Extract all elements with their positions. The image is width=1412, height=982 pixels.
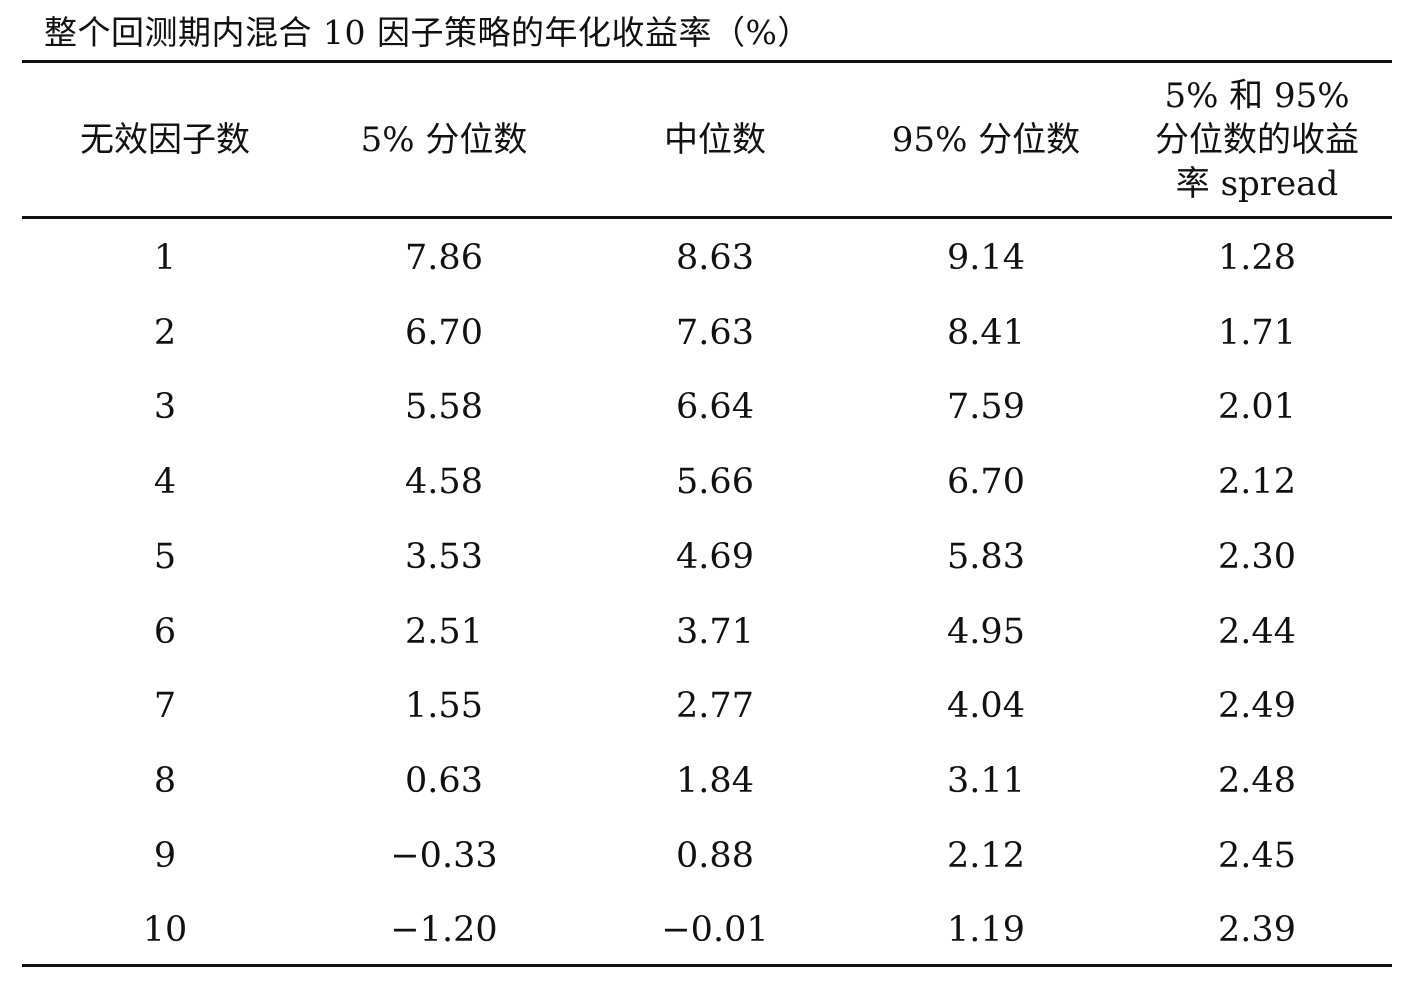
cell-quantile-95pct: 3.11 [947,760,1025,801]
header-spread-line-3: 率 spread [1175,163,1339,204]
cell-quantile-5pct: 1.55 [405,686,483,727]
cell-spread: 2.45 [1218,835,1296,876]
header-95pct-quantile: 95% 分位数 [891,119,1081,160]
cell-median: 7.63 [676,312,754,353]
cell-median: 8.63 [676,238,754,278]
cell-quantile-95pct: 7.59 [947,387,1025,428]
header-invalid-factor-count: 无效因子数 [80,119,250,160]
cell-quantile-5pct: 0.63 [405,760,483,801]
cell-quantile-95pct: 9.14 [947,238,1025,278]
cell-quantile-5pct: −1.20 [390,910,498,951]
header-spread-line-1: 5% 和 95% [1164,75,1350,116]
cell-invalid-factor-count: 3 [153,387,177,428]
cell-invalid-factor-count: 6 [153,611,177,652]
cell-invalid-factor-count: 9 [153,835,177,876]
cell-invalid-factor-count: 7 [153,686,177,727]
cell-spread: 2.49 [1218,686,1296,727]
cell-quantile-5pct: 3.53 [405,536,483,577]
bottom-rule [22,964,1392,967]
header-spread-line-2: 分位数的收益 [1155,119,1359,160]
cell-spread: 2.44 [1218,611,1296,652]
cell-spread: 2.30 [1218,536,1296,577]
cell-spread: 1.28 [1218,238,1296,278]
header-rule [22,216,1392,219]
cell-median: −0.01 [661,910,769,951]
table-caption: 整个回测期内混合 10 因子策略的年化收益率（%） [44,13,811,52]
cell-median: 3.71 [676,611,754,652]
cell-quantile-5pct: 4.58 [405,462,483,503]
cell-quantile-95pct: 5.83 [947,536,1025,577]
cell-spread: 2.48 [1218,760,1296,801]
cell-quantile-95pct: 6.70 [947,462,1025,503]
cell-quantile-5pct: 2.51 [405,611,483,652]
cell-invalid-factor-count: 10 [142,910,188,951]
cell-quantile-5pct: 7.86 [405,238,483,278]
cell-quantile-95pct: 1.19 [947,910,1025,951]
cell-quantile-95pct: 8.41 [947,312,1025,353]
cell-spread: 2.01 [1218,387,1296,428]
cell-quantile-95pct: 4.95 [947,611,1025,652]
cell-invalid-factor-count: 4 [153,462,177,503]
cell-quantile-95pct: 4.04 [947,686,1025,727]
cell-median: 4.69 [676,536,754,577]
cell-median: 1.84 [676,760,754,801]
cell-spread: 2.12 [1218,462,1296,503]
cell-quantile-95pct: 2.12 [947,835,1025,876]
cell-invalid-factor-count: 1 [153,238,177,278]
header-median: 中位数 [664,119,766,160]
cell-invalid-factor-count: 2 [153,312,177,353]
top-rule [22,60,1392,63]
cell-median: 2.77 [676,686,754,727]
cell-median: 0.88 [676,835,754,876]
cell-quantile-5pct: 6.70 [405,312,483,353]
cell-spread: 2.39 [1218,910,1296,951]
cell-spread: 1.71 [1218,312,1296,353]
cell-quantile-5pct: 5.58 [405,387,483,428]
header-5pct-quantile: 5% 分位数 [360,119,528,160]
cell-median: 5.66 [676,462,754,503]
cell-invalid-factor-count: 5 [153,536,177,577]
cell-median: 6.64 [676,387,754,428]
header-spread: 5% 和 95% 分位数的收益 率 spread [1137,63,1377,216]
cell-quantile-5pct: −0.33 [390,835,498,876]
cell-invalid-factor-count: 8 [153,760,177,801]
